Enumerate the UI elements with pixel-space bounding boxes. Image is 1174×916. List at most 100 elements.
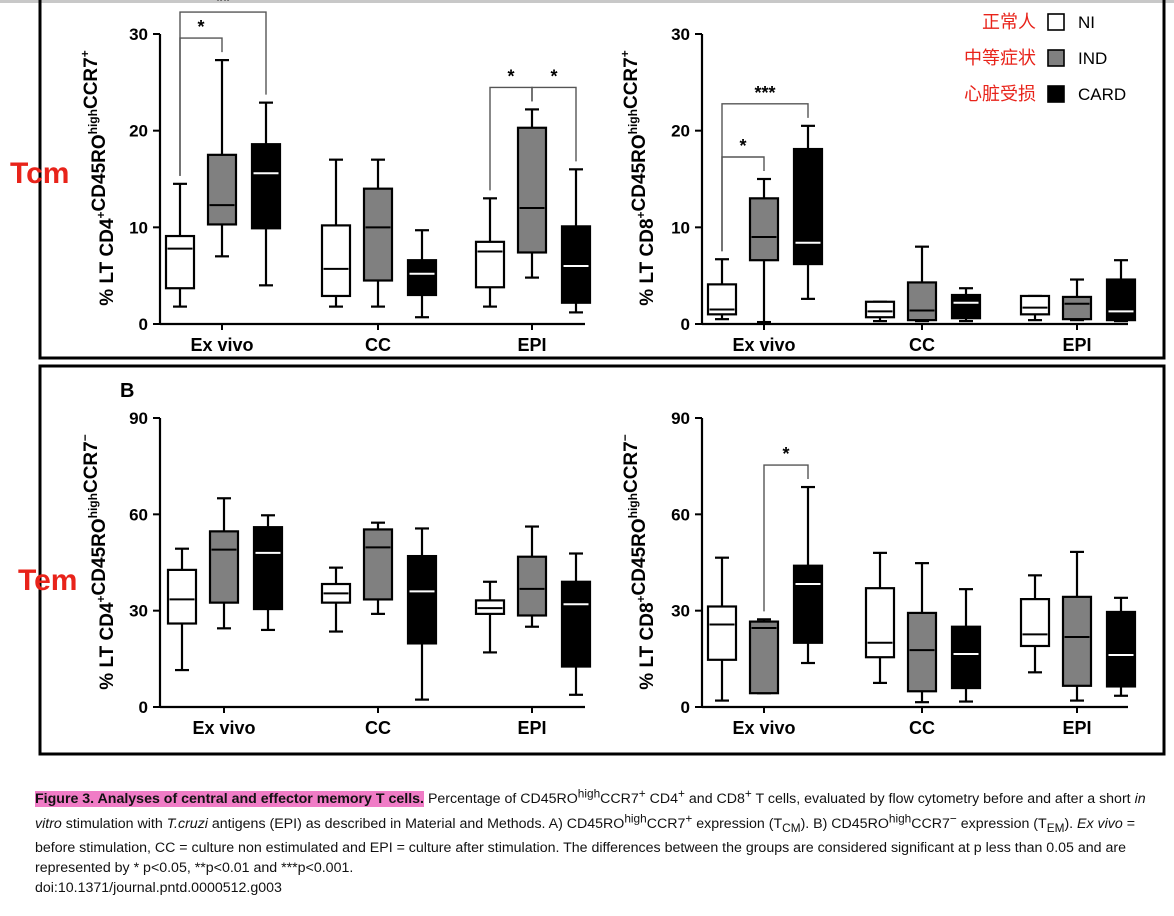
y-tick-label: 10 bbox=[671, 218, 690, 237]
box-card bbox=[560, 168, 592, 314]
box-ni bbox=[474, 197, 506, 308]
box-ni bbox=[474, 580, 506, 654]
iqr-box bbox=[250, 143, 282, 230]
significance-bracket: ** bbox=[179, 0, 267, 176]
y-tick-label: 30 bbox=[129, 25, 148, 44]
iqr-box bbox=[362, 187, 394, 282]
iqr-box bbox=[560, 580, 592, 668]
legend-label: IND bbox=[1078, 49, 1107, 68]
box-card bbox=[1105, 259, 1137, 323]
y-tick-label: 10 bbox=[129, 218, 148, 237]
legend-label-cn: 中等症状 bbox=[964, 48, 1036, 69]
box-ind bbox=[748, 177, 780, 324]
x-category-label: EPI bbox=[517, 335, 546, 355]
x-category-label: Ex vivo bbox=[190, 335, 253, 355]
box-ind bbox=[906, 562, 938, 704]
y-axis-label: % LT CD8+CD45ROhighCCR7− bbox=[618, 434, 658, 689]
y-tick-label: 0 bbox=[681, 315, 690, 334]
x-category-label: CC bbox=[365, 335, 391, 355]
iqr-box bbox=[406, 554, 438, 645]
iqr-box bbox=[208, 530, 240, 604]
box-card bbox=[792, 485, 824, 665]
iqr-box bbox=[792, 564, 824, 644]
x-category-label: Ex vivo bbox=[732, 718, 795, 738]
box-ni bbox=[164, 182, 196, 308]
y-tick-label: 60 bbox=[671, 505, 690, 524]
bracket-line bbox=[531, 86, 577, 162]
box-card bbox=[406, 229, 438, 319]
box-ind bbox=[516, 108, 548, 279]
y-axis-label: % LT CD4+CD45ROhighCCR7− bbox=[78, 434, 118, 689]
x-category-label: Ex vivo bbox=[732, 335, 795, 355]
iqr-box bbox=[1105, 610, 1137, 688]
box-ind bbox=[362, 521, 394, 615]
iqr-box bbox=[166, 568, 198, 625]
box-ni bbox=[1019, 294, 1051, 322]
iqr-box bbox=[1019, 598, 1051, 648]
y-tick-label: 30 bbox=[671, 602, 690, 621]
significance-label: *** bbox=[754, 83, 775, 103]
top-strip bbox=[0, 0, 1174, 3]
iqr-box bbox=[792, 147, 824, 266]
iqr-box bbox=[406, 259, 438, 297]
legend-item-ind: 中等症状 IND bbox=[964, 48, 1107, 69]
y-tick-label: 0 bbox=[139, 315, 148, 334]
legend-label: CARD bbox=[1078, 85, 1126, 104]
legend: 正常人 NI 中等症状 IND 心脏受损 CARD bbox=[964, 12, 1126, 105]
y-axis-label: % LT CD4+CD45ROhighCCR7+ bbox=[78, 50, 118, 305]
box-ind bbox=[362, 158, 394, 308]
box-card bbox=[1105, 596, 1137, 697]
iqr-box bbox=[164, 234, 196, 290]
box-ind bbox=[748, 618, 780, 695]
iqr-box bbox=[906, 611, 938, 693]
x-category-label: CC bbox=[365, 718, 391, 738]
significance-label: ** bbox=[216, 0, 230, 11]
box-ni bbox=[864, 551, 896, 685]
box-ind bbox=[206, 58, 238, 258]
caption-body: Percentage of CD45ROhighCCR7+ CD4+ and C… bbox=[35, 786, 1146, 877]
box-card bbox=[252, 514, 284, 632]
y-tick-label: 20 bbox=[671, 122, 690, 141]
row-label-tem: Tem bbox=[18, 564, 77, 597]
panel-a-border bbox=[38, 0, 1166, 360]
figure-caption: Figure 3. Analyses of central and effect… bbox=[35, 783, 1167, 898]
iqr-box bbox=[906, 281, 938, 322]
box-card bbox=[950, 588, 982, 703]
iqr-box bbox=[252, 526, 284, 611]
box-ni bbox=[166, 547, 198, 672]
legend-label-cn: 心脏受损 bbox=[964, 84, 1036, 105]
legend-label-cn: 正常人 bbox=[982, 12, 1036, 33]
significance-label: * bbox=[739, 136, 746, 156]
iqr-box bbox=[748, 620, 780, 695]
iqr-box bbox=[560, 225, 592, 304]
figure-canvas: Tcm Tem B 正常人 NI 中等症状 IND 心脏受损 CARD 0 10 20 30 Ex… bbox=[0, 0, 1174, 756]
legend-item-ni: 正常人 NI bbox=[982, 12, 1095, 33]
plots: 0 10 20 30 Ex vivo CC EPI % LT CD4+CD45ROhighCC… bbox=[78, 0, 1137, 738]
legend-label: NI bbox=[1078, 13, 1095, 32]
box-ni bbox=[320, 158, 352, 308]
caption-title: Figure 3. Analyses of central and effect… bbox=[35, 790, 424, 807]
significance-bracket: * bbox=[179, 17, 223, 176]
iqr-box bbox=[320, 224, 352, 298]
boxplot-tcm-cd8: 0 10 20 30 Ex vivo CC EPI % LT CD8+CD45ROhighCC… bbox=[618, 25, 1137, 355]
significance-label: * bbox=[550, 66, 557, 86]
significance-label: * bbox=[197, 17, 204, 37]
y-tick-label: 90 bbox=[129, 409, 148, 428]
box-ni bbox=[1019, 574, 1051, 674]
box-ind bbox=[906, 245, 938, 323]
y-tick-label: 90 bbox=[671, 409, 690, 428]
y-tick-label: 60 bbox=[129, 505, 148, 524]
box-ind bbox=[1061, 550, 1093, 702]
box-ind bbox=[516, 525, 548, 628]
iqr-box bbox=[864, 300, 896, 319]
x-category-label: Ex vivo bbox=[192, 718, 255, 738]
box-ind bbox=[1061, 278, 1093, 322]
panel-b-border bbox=[38, 364, 1166, 756]
boxplot-tem-cd8: 0 30 60 90 Ex vivo CC EPI % LT CD8+CD45ROhighCC… bbox=[618, 409, 1137, 738]
significance-label: * bbox=[507, 66, 514, 86]
box-card bbox=[560, 552, 592, 696]
caption-doi: doi:10.1371/journal.pntd.0000512.g003 bbox=[35, 880, 282, 897]
box-card bbox=[406, 527, 438, 701]
bracket-line bbox=[763, 464, 809, 612]
iqr-box bbox=[206, 153, 238, 226]
